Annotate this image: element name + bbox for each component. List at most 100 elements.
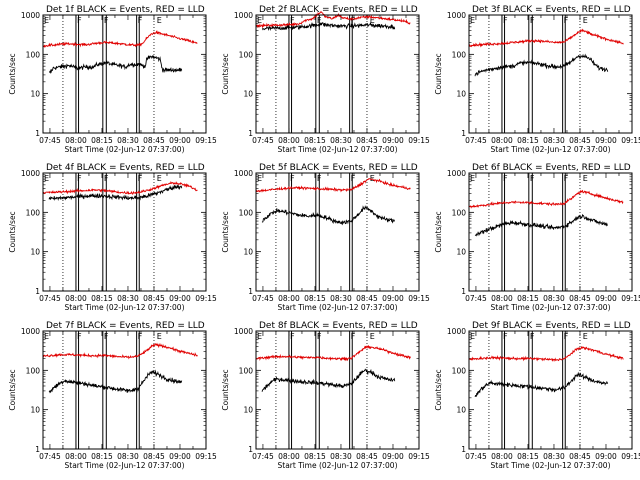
x-tick-label: 09:15 <box>195 452 217 461</box>
plot-frame <box>42 330 207 450</box>
x-tick-label: 08:00 <box>491 136 513 145</box>
x-tick-label: 08:30 <box>117 136 139 145</box>
x-tick-label: 08:45 <box>356 294 378 303</box>
plot-frame <box>468 14 633 134</box>
flag-letter: F <box>77 174 82 183</box>
flag-letter: F <box>503 332 508 341</box>
x-tick-label: 08:30 <box>543 452 565 461</box>
y-axis-label: Counts/sec <box>8 211 17 252</box>
flag-letter: E <box>257 332 262 341</box>
y-axis-label: Counts/sec <box>221 53 230 94</box>
flag-letter: F <box>77 332 82 341</box>
flag-letter: F <box>317 174 322 183</box>
y-tick-label: 1 <box>35 445 40 454</box>
y-tick-label: 10 <box>30 90 40 99</box>
x-tick-label: 08:30 <box>117 452 139 461</box>
x-tick-label: 08:15 <box>517 136 539 145</box>
y-tick-label: 1 <box>35 129 40 138</box>
lld-series-line <box>42 30 198 48</box>
x-tick-label: 09:00 <box>382 452 404 461</box>
detector-panel: Det 9f BLACK = Events, RED = LLD Counts/s… <box>434 321 640 470</box>
x-tick-label: 07:45 <box>465 136 487 145</box>
flag-letter: F <box>503 16 508 25</box>
flag-letter: E <box>44 16 49 25</box>
y-tick-label: 1000 <box>21 169 40 178</box>
x-tick-label: 08:30 <box>330 136 352 145</box>
x-tick-label: 08:45 <box>143 136 165 145</box>
events-series-line <box>261 368 396 392</box>
plot-frame <box>468 330 633 450</box>
y-tick-label: 1 <box>461 287 466 296</box>
x-tick-label: 08:15 <box>517 452 539 461</box>
x-tick-label: 08:30 <box>330 452 352 461</box>
x-tick-label: 09:15 <box>408 294 430 303</box>
x-tick-label: 08:45 <box>143 294 165 303</box>
events-series-line <box>48 369 183 394</box>
panel-title: Det 6f BLACK = Events, RED = LLD <box>472 163 631 173</box>
y-tick-label: 10 <box>243 406 253 415</box>
panel-title: Det 4f BLACK = Events, RED = LLD <box>46 163 205 173</box>
y-tick-label: 1 <box>461 445 466 454</box>
y-axis-label: Counts/sec <box>434 53 443 94</box>
plot-frame <box>42 172 207 292</box>
flag-letter: F <box>138 16 143 25</box>
x-tick-label: 08:45 <box>143 452 165 461</box>
x-tick-label: 08:00 <box>491 452 513 461</box>
x-tick-label: 08:15 <box>91 294 113 303</box>
y-tick-label: 10 <box>30 248 40 257</box>
y-tick-label: 1 <box>248 129 253 138</box>
x-tick-label: 09:15 <box>408 452 430 461</box>
x-tick-label: 08:00 <box>278 136 300 145</box>
flag-letter: F <box>351 174 356 183</box>
flag-letter: E <box>470 16 475 25</box>
x-tick-label: 09:15 <box>621 294 640 303</box>
x-tick-label: 09:15 <box>621 452 640 461</box>
x-tick-label: 08:15 <box>304 452 326 461</box>
x-tick-label: 08:30 <box>543 136 565 145</box>
events-series-line <box>261 21 396 32</box>
y-tick-label: 1000 <box>21 327 40 336</box>
events-series-line <box>261 205 396 226</box>
x-tick-label: 09:00 <box>382 294 404 303</box>
lld-series-line <box>468 28 624 48</box>
flag-letter: E <box>257 16 262 25</box>
y-tick-label: 1000 <box>447 169 466 178</box>
lld-series-line <box>42 342 198 360</box>
flag-letter: F <box>290 174 295 183</box>
y-tick-label: 100 <box>26 366 41 375</box>
lld-series-line <box>42 181 198 196</box>
lld-series-line <box>255 11 411 29</box>
flag-letter: F <box>530 16 535 25</box>
y-tick-label: 100 <box>239 208 254 217</box>
y-tick-label: 1 <box>35 287 40 296</box>
flag-letter: F <box>317 16 322 25</box>
x-tick-label: 07:45 <box>39 452 61 461</box>
y-tick-label: 10 <box>243 248 253 257</box>
x-tick-label: 09:15 <box>408 136 430 145</box>
flag-letter: E <box>470 174 475 183</box>
x-axis-label: Start Time (02-Jun-12 07:37:00) <box>65 145 185 154</box>
events-series-line <box>48 184 183 201</box>
x-tick-label: 09:00 <box>382 136 404 145</box>
x-tick-label: 08:00 <box>65 136 87 145</box>
plot-frame <box>468 172 633 292</box>
flag-letter: F <box>351 332 356 341</box>
x-tick-label: 08:00 <box>491 294 513 303</box>
x-tick-label: 08:45 <box>356 136 378 145</box>
x-tick-label: 08:45 <box>356 452 378 461</box>
x-tick-label: 07:45 <box>252 452 274 461</box>
detector-panel: Det 5f BLACK = Events, RED = LLD Counts/s… <box>221 163 430 312</box>
y-tick-label: 10 <box>456 406 466 415</box>
x-tick-label: 07:45 <box>39 136 61 145</box>
x-tick-label: 08:45 <box>569 452 591 461</box>
panel-title: Det 5f BLACK = Events, RED = LLD <box>259 163 418 173</box>
y-tick-label: 100 <box>452 50 467 59</box>
y-axis-label: Counts/sec <box>8 53 17 94</box>
detector-panel: Det 2f BLACK = Events, RED = LLD Counts/s… <box>221 5 430 154</box>
flag-letter: F <box>290 16 295 25</box>
lld-series-line <box>468 345 624 362</box>
y-tick-label: 10 <box>456 248 466 257</box>
y-tick-label: 100 <box>26 208 41 217</box>
x-axis-label: Start Time (02-Jun-12 07:37:00) <box>491 461 611 470</box>
y-tick-label: 1 <box>461 129 466 138</box>
